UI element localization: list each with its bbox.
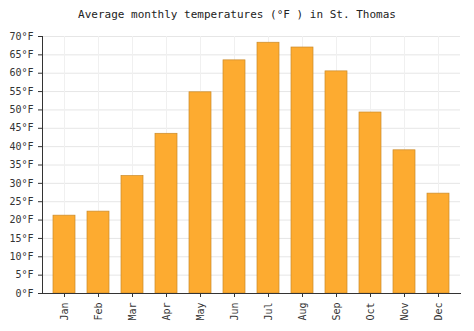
svg-text:70°F: 70°F (9, 31, 33, 42)
html-text:Average monthly temperatures (: Average monthly temperatures (°F ) in St… (78, 8, 396, 21)
svg-text:Oct: Oct (365, 303, 376, 321)
svg-text:Apr: Apr (161, 303, 172, 321)
svg-text:Jul: Jul (263, 303, 274, 321)
svg-text:25°F: 25°F (9, 196, 33, 207)
svg-text:60°F: 60°F (9, 67, 33, 78)
svg-text:65°F: 65°F (9, 49, 33, 60)
svg-text:Dec: Dec (433, 303, 444, 321)
svg-text:Jan: Jan (59, 303, 70, 321)
svg-text:30°F: 30°F (9, 178, 33, 189)
svg-text:45°F: 45°F (9, 122, 33, 133)
svg-text:15°F: 15°F (9, 233, 33, 244)
svg-text:50°F: 50°F (9, 104, 33, 115)
svg-text:Sep: Sep (331, 303, 342, 321)
svg-text:10°F: 10°F (9, 251, 33, 262)
svg-text:55°F: 55°F (9, 86, 33, 97)
svg-text:Mar: Mar (127, 303, 138, 321)
svg-text:5°F: 5°F (15, 269, 33, 280)
svg-text:40°F: 40°F (9, 141, 33, 152)
svg-text:Nov: Nov (399, 303, 410, 321)
svg-text:35°F: 35°F (9, 159, 33, 170)
svg-text:Feb: Feb (93, 303, 104, 321)
svg-text:Aug: Aug (297, 303, 308, 321)
svg-text:May: May (195, 303, 206, 321)
svg-text:20°F: 20°F (9, 214, 33, 225)
svg-text:Jun: Jun (229, 303, 240, 321)
svg-text:0°F: 0°F (15, 288, 33, 299)
